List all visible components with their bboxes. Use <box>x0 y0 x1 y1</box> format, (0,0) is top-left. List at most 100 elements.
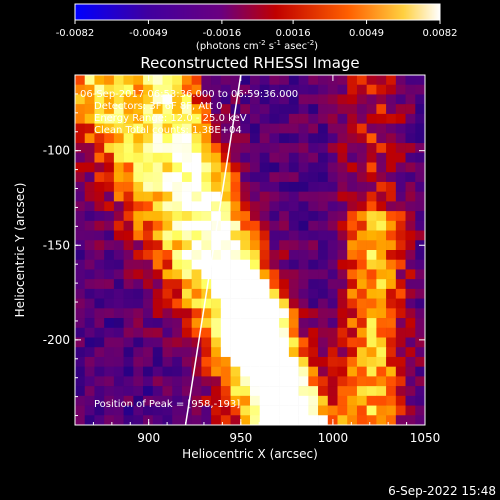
heatmap-cell <box>250 162 261 173</box>
heatmap-cell <box>75 395 86 406</box>
heatmap-cell <box>259 415 270 425</box>
heatmap-cell <box>143 84 154 95</box>
heatmap-cell <box>172 376 183 387</box>
heatmap-cell <box>386 75 397 86</box>
heatmap-cell <box>201 327 212 338</box>
heatmap-cell <box>143 123 154 134</box>
heatmap-cell <box>395 172 406 183</box>
heatmap-cell <box>298 220 309 231</box>
heatmap-cell <box>240 386 251 397</box>
heatmap-cell <box>181 84 192 95</box>
heatmap-cell <box>181 162 192 173</box>
heatmap-cell <box>308 298 319 309</box>
annotation-clean: Clean Total counts: 1.38E+04 <box>94 125 242 136</box>
heatmap-cell <box>113 143 124 154</box>
heatmap-cell <box>308 250 319 261</box>
heatmap-cell <box>230 162 241 173</box>
heatmap-cell <box>356 405 367 416</box>
y-axis-label: Heliocentric Y (arcsec) <box>13 183 27 318</box>
heatmap-cell <box>123 279 134 290</box>
heatmap-cell <box>337 395 348 406</box>
heatmap-cell <box>405 318 416 329</box>
heatmap-cell <box>104 220 115 231</box>
heatmap-cell <box>133 84 144 95</box>
heatmap-cell <box>211 84 222 95</box>
heatmap-cell <box>172 211 183 222</box>
heatmap-cell <box>94 113 105 124</box>
heatmap-cell <box>347 84 358 95</box>
heatmap-cell <box>308 152 319 163</box>
heatmap-cell <box>113 405 124 416</box>
heatmap-cell <box>259 94 270 105</box>
heatmap-cell <box>211 201 222 212</box>
heatmap-cell <box>298 337 309 348</box>
heatmap-cell <box>75 181 86 192</box>
heatmap-cell <box>75 211 86 222</box>
heatmap-cell <box>104 104 115 115</box>
heatmap-cell <box>143 94 154 105</box>
heatmap-cell <box>152 327 163 338</box>
heatmap-cell <box>269 211 280 222</box>
heatmap-cell <box>94 104 105 115</box>
heatmap-cell <box>318 327 329 338</box>
heatmap-cell <box>104 143 115 154</box>
heatmap-cell <box>211 152 222 163</box>
heatmap-cell <box>337 220 348 231</box>
heatmap-cell <box>191 415 202 425</box>
heatmap-cell <box>250 250 261 261</box>
heatmap-cell <box>318 191 329 202</box>
heatmap-cell <box>113 415 124 425</box>
heatmap-cell <box>298 327 309 338</box>
heatmap-cell <box>376 250 387 261</box>
heatmap-cell <box>211 94 222 105</box>
heatmap-cell <box>405 386 416 397</box>
heatmap-cell <box>415 327 425 338</box>
heatmap-cell <box>191 84 202 95</box>
heatmap-cell <box>172 220 183 231</box>
heatmap-cell <box>298 259 309 270</box>
heatmap-cell <box>298 298 309 309</box>
heatmap-cell <box>415 143 425 154</box>
heatmap-cell <box>113 152 124 163</box>
heatmap-cell <box>415 259 425 270</box>
heatmap-cell <box>104 415 115 425</box>
heatmap-cell <box>298 347 309 358</box>
heatmap-cell <box>308 230 319 241</box>
heatmap-cell <box>405 269 416 280</box>
heatmap-cell <box>337 327 348 338</box>
heatmap-cell <box>308 288 319 299</box>
heatmap-cell <box>415 201 425 212</box>
heatmap-cell <box>123 152 134 163</box>
heatmap-cell <box>337 104 348 115</box>
heatmap-cell <box>104 113 115 124</box>
heatmap-cell <box>240 298 251 309</box>
heatmap-cell <box>172 298 183 309</box>
heatmap-cell <box>298 84 309 95</box>
heatmap-cell <box>75 356 86 367</box>
heatmap-cell <box>269 113 280 124</box>
heatmap-cell <box>318 94 329 105</box>
heatmap-cell <box>172 152 183 163</box>
heatmap-cell <box>113 191 124 202</box>
heatmap-cell <box>152 75 163 86</box>
heatmap-cell <box>230 395 241 406</box>
heatmap-cell <box>84 376 95 387</box>
heatmap-cell <box>123 123 134 134</box>
heatmap-cell <box>288 308 299 319</box>
heatmap-cell <box>327 152 338 163</box>
heatmap-cell <box>366 395 377 406</box>
heatmap-cell <box>172 318 183 329</box>
heatmap-cell <box>298 415 309 425</box>
heatmap-cell <box>337 123 348 134</box>
heatmap-cell <box>250 288 261 299</box>
heatmap-cell <box>250 308 261 319</box>
heatmap-cell <box>211 356 222 367</box>
heatmap-cell <box>230 337 241 348</box>
heatmap-cell <box>201 152 212 163</box>
heatmap-cell <box>191 191 202 202</box>
heatmap-cell <box>230 250 241 261</box>
heatmap-cell <box>279 356 290 367</box>
heatmap-cell <box>337 288 348 299</box>
heatmap-cell <box>172 191 183 202</box>
heatmap-cell <box>162 152 173 163</box>
